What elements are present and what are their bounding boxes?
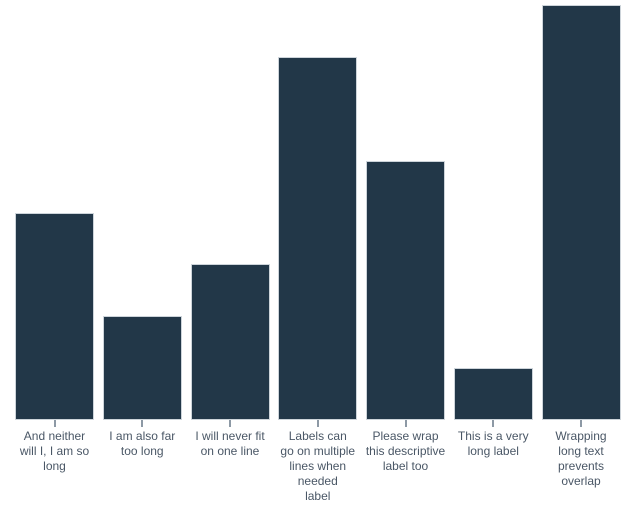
x-axis-tick xyxy=(316,420,319,427)
x-axis-label: Labels can go on multiple lines when nee… xyxy=(280,429,356,503)
bar xyxy=(278,56,358,420)
x-axis-tick xyxy=(229,420,231,427)
x-axis-tick xyxy=(404,420,407,427)
bar xyxy=(102,316,182,420)
bar xyxy=(541,5,621,420)
bar xyxy=(190,264,270,420)
x-axis-tick xyxy=(53,420,56,427)
bar xyxy=(366,160,445,420)
x-axis-label: I will never fit on one line xyxy=(195,429,265,458)
bar xyxy=(453,368,533,420)
x-axis-tick xyxy=(492,420,495,427)
x-axis-label: This is a very long label xyxy=(457,429,529,458)
x-axis-label: I am also far too long xyxy=(109,429,176,458)
x-axis-label: And neither will I, I am so long xyxy=(19,429,90,473)
x-axis-label: Wrapping long text prevents overlap xyxy=(555,429,607,488)
x-axis-label: Please wrap this descriptive label too xyxy=(365,429,446,473)
x-axis-tick xyxy=(580,420,582,427)
bar xyxy=(15,212,94,420)
x-axis-tick xyxy=(141,420,144,427)
